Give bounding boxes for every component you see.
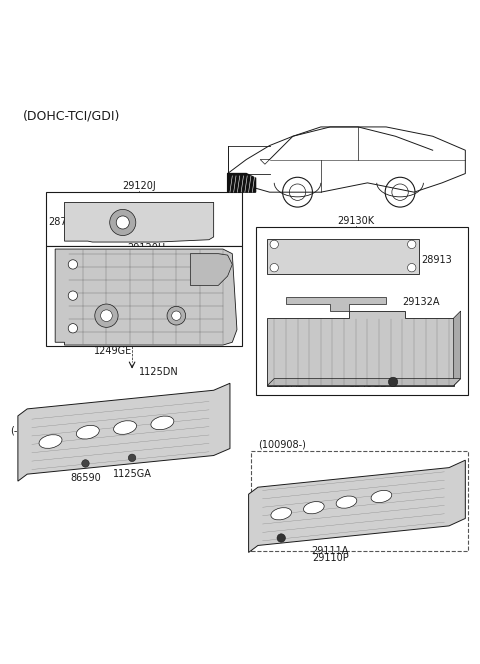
Circle shape [116, 216, 129, 229]
Text: 29123: 29123 [55, 252, 86, 262]
Text: (100908-): (100908-) [258, 440, 306, 450]
Text: 29111A: 29111A [312, 546, 349, 556]
Polygon shape [55, 249, 237, 345]
Ellipse shape [303, 501, 324, 514]
Text: 29122B: 29122B [162, 255, 200, 265]
Bar [255, 227, 468, 395]
Text: 29130K: 29130K [337, 216, 374, 226]
Polygon shape [249, 460, 465, 552]
Circle shape [128, 454, 136, 461]
Text: 86590: 86590 [70, 473, 101, 483]
Text: 28913: 28913 [421, 255, 452, 265]
Text: 82442: 82442 [265, 523, 296, 533]
Polygon shape [64, 203, 214, 242]
Text: 1125AD: 1125AD [267, 378, 306, 388]
Circle shape [172, 311, 181, 320]
Circle shape [68, 260, 78, 269]
Circle shape [270, 240, 278, 248]
Polygon shape [454, 311, 461, 386]
Circle shape [68, 323, 78, 333]
Polygon shape [267, 239, 419, 274]
Text: 1125AD: 1125AD [55, 319, 94, 329]
Ellipse shape [76, 426, 99, 439]
Text: 29111A: 29111A [20, 418, 58, 428]
Polygon shape [18, 383, 230, 481]
Text: 1249GE: 1249GE [94, 345, 132, 355]
Ellipse shape [114, 421, 137, 434]
Ellipse shape [271, 508, 291, 520]
Circle shape [68, 291, 78, 300]
Circle shape [408, 264, 416, 272]
Bar [251, 451, 468, 551]
Text: (-100908): (-100908) [10, 426, 58, 436]
Bar [46, 246, 241, 346]
Circle shape [277, 534, 286, 542]
Text: 1125GA: 1125GA [113, 469, 152, 479]
Ellipse shape [336, 496, 357, 508]
Text: 28772: 28772 [48, 218, 79, 228]
Text: 29110P: 29110P [312, 553, 348, 563]
Circle shape [110, 209, 136, 236]
Circle shape [167, 306, 186, 325]
Circle shape [101, 310, 112, 321]
Polygon shape [267, 311, 454, 386]
Circle shape [388, 377, 398, 386]
Circle shape [82, 459, 89, 467]
Text: 29120H: 29120H [127, 242, 166, 252]
Polygon shape [267, 378, 461, 386]
Circle shape [270, 264, 278, 272]
Polygon shape [191, 254, 232, 286]
Text: 29132A: 29132A [402, 297, 440, 307]
Polygon shape [286, 297, 386, 311]
Circle shape [408, 240, 416, 248]
Ellipse shape [371, 491, 392, 503]
Ellipse shape [39, 435, 62, 448]
Text: 29149: 29149 [113, 319, 144, 329]
Polygon shape [228, 173, 255, 192]
Text: (DOHC-TCI/GDI): (DOHC-TCI/GDI) [23, 109, 120, 122]
Circle shape [95, 304, 118, 327]
Text: 1249GE: 1249GE [349, 378, 387, 388]
Text: 29120J: 29120J [122, 181, 156, 191]
Text: 1125DN: 1125DN [139, 367, 179, 376]
Bar [46, 192, 241, 246]
Ellipse shape [151, 416, 174, 430]
